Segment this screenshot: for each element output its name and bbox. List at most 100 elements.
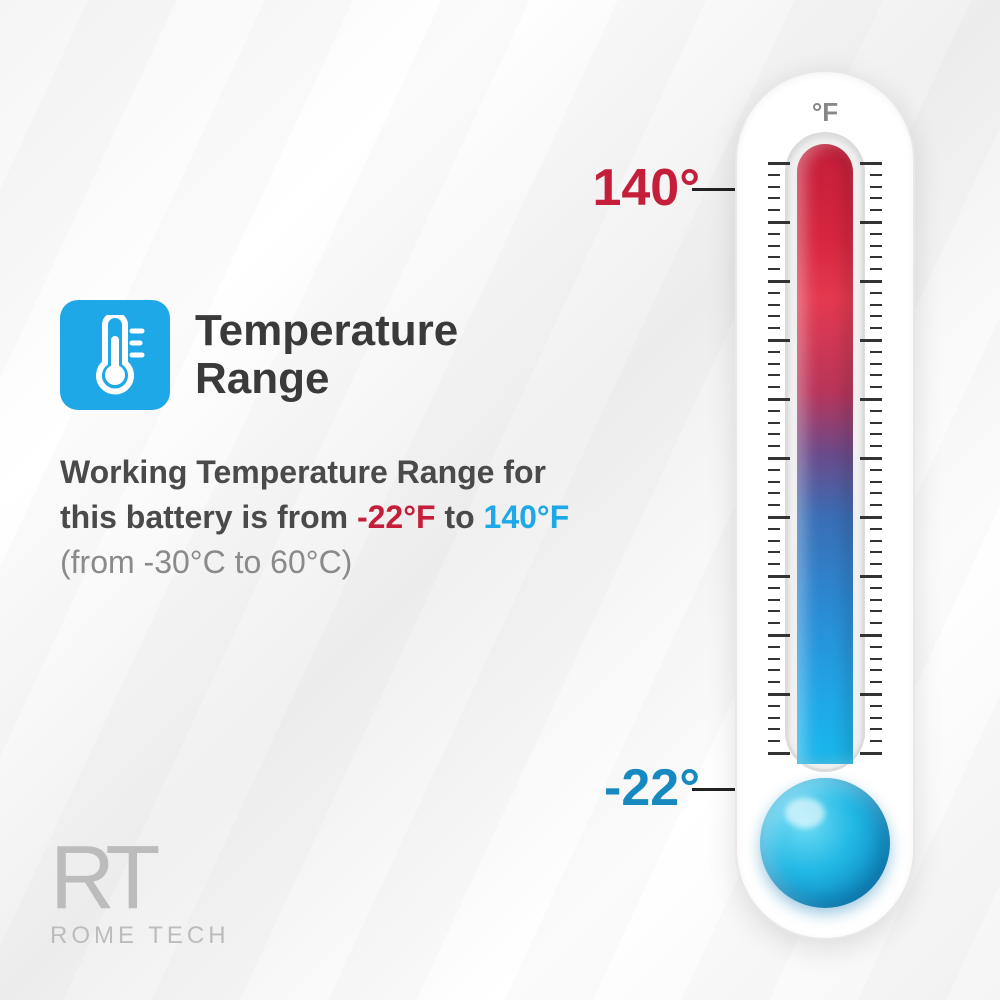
tick <box>870 599 882 601</box>
tick <box>768 304 780 306</box>
tick <box>768 563 780 565</box>
brand-logo: RT ROME TECH <box>50 842 230 950</box>
tick <box>870 492 882 494</box>
tick <box>768 410 780 412</box>
tick <box>870 669 882 671</box>
tick <box>870 728 882 730</box>
tick <box>768 445 780 447</box>
tick <box>768 587 780 589</box>
tick <box>870 504 882 506</box>
tick <box>768 599 780 601</box>
tick <box>870 315 882 317</box>
tick <box>870 256 882 258</box>
tick <box>768 540 780 542</box>
tick <box>870 540 882 542</box>
desc-mid: to <box>436 499 484 535</box>
tick <box>768 681 780 683</box>
tick <box>768 174 780 176</box>
tick <box>870 658 882 660</box>
unit-label: °F <box>812 97 838 128</box>
info-block: Temperature Range Working Temperature Ra… <box>60 300 580 584</box>
tick <box>768 481 780 483</box>
celsius-line: (from -30°C to 60°C) <box>60 544 352 580</box>
title-row: Temperature Range <box>60 300 580 410</box>
tick <box>768 186 780 188</box>
tick <box>768 504 780 506</box>
tick <box>870 351 882 353</box>
tick <box>768 740 780 742</box>
tick <box>768 551 780 553</box>
tick <box>768 646 780 648</box>
tick <box>768 351 780 353</box>
tick <box>768 386 780 388</box>
tick <box>768 717 780 719</box>
title-text: Temperature Range <box>195 307 580 404</box>
thermometer-body: °F <box>735 70 915 940</box>
tick <box>870 422 882 424</box>
tick <box>870 563 882 565</box>
logo-name: ROME TECH <box>50 922 230 950</box>
tick <box>870 481 882 483</box>
hot-value: 140°F <box>484 499 570 535</box>
tick <box>870 292 882 294</box>
tick <box>768 422 780 424</box>
tick <box>768 209 780 211</box>
tick <box>768 197 780 199</box>
tick <box>870 705 882 707</box>
tick <box>870 622 882 624</box>
tick <box>768 610 780 612</box>
tick <box>768 669 780 671</box>
tick <box>768 469 780 471</box>
tick <box>768 245 780 247</box>
tick <box>870 433 882 435</box>
tick <box>768 374 780 376</box>
tick <box>870 386 882 388</box>
tick <box>870 186 882 188</box>
tick <box>768 622 780 624</box>
tick <box>768 433 780 435</box>
description: Working Temperature Range for this batte… <box>60 450 580 584</box>
tick <box>870 528 882 530</box>
tick <box>870 374 882 376</box>
tick <box>870 363 882 365</box>
tick <box>768 658 780 660</box>
tick <box>870 610 882 612</box>
tick <box>768 528 780 530</box>
tick <box>870 245 882 247</box>
tick <box>768 268 780 270</box>
high-temp-label: 140° <box>592 158 700 218</box>
tick <box>870 268 882 270</box>
low-temp-label: -22° <box>604 758 700 818</box>
tick <box>768 705 780 707</box>
tube-fill <box>797 144 853 764</box>
tick <box>768 492 780 494</box>
tick <box>870 304 882 306</box>
tick <box>860 752 882 755</box>
tick <box>870 587 882 589</box>
tick <box>768 327 780 329</box>
tick <box>768 292 780 294</box>
tick <box>870 469 882 471</box>
tick <box>768 233 780 235</box>
tick <box>870 740 882 742</box>
tick <box>870 681 882 683</box>
thermometer-bulb <box>760 778 890 908</box>
thermometer: 140° -22° °F <box>710 70 940 940</box>
tick <box>870 327 882 329</box>
tick <box>768 256 780 258</box>
tick <box>870 551 882 553</box>
cold-value: -22°F <box>357 499 436 535</box>
logo-mark: RT <box>50 842 230 914</box>
tick <box>870 197 882 199</box>
tick <box>870 233 882 235</box>
tick <box>768 752 790 755</box>
tick <box>870 717 882 719</box>
tick <box>870 174 882 176</box>
tick <box>870 445 882 447</box>
tick <box>870 209 882 211</box>
tick <box>768 363 780 365</box>
tick <box>870 410 882 412</box>
thermometer-icon <box>60 300 170 410</box>
tick <box>768 728 780 730</box>
tick <box>870 646 882 648</box>
